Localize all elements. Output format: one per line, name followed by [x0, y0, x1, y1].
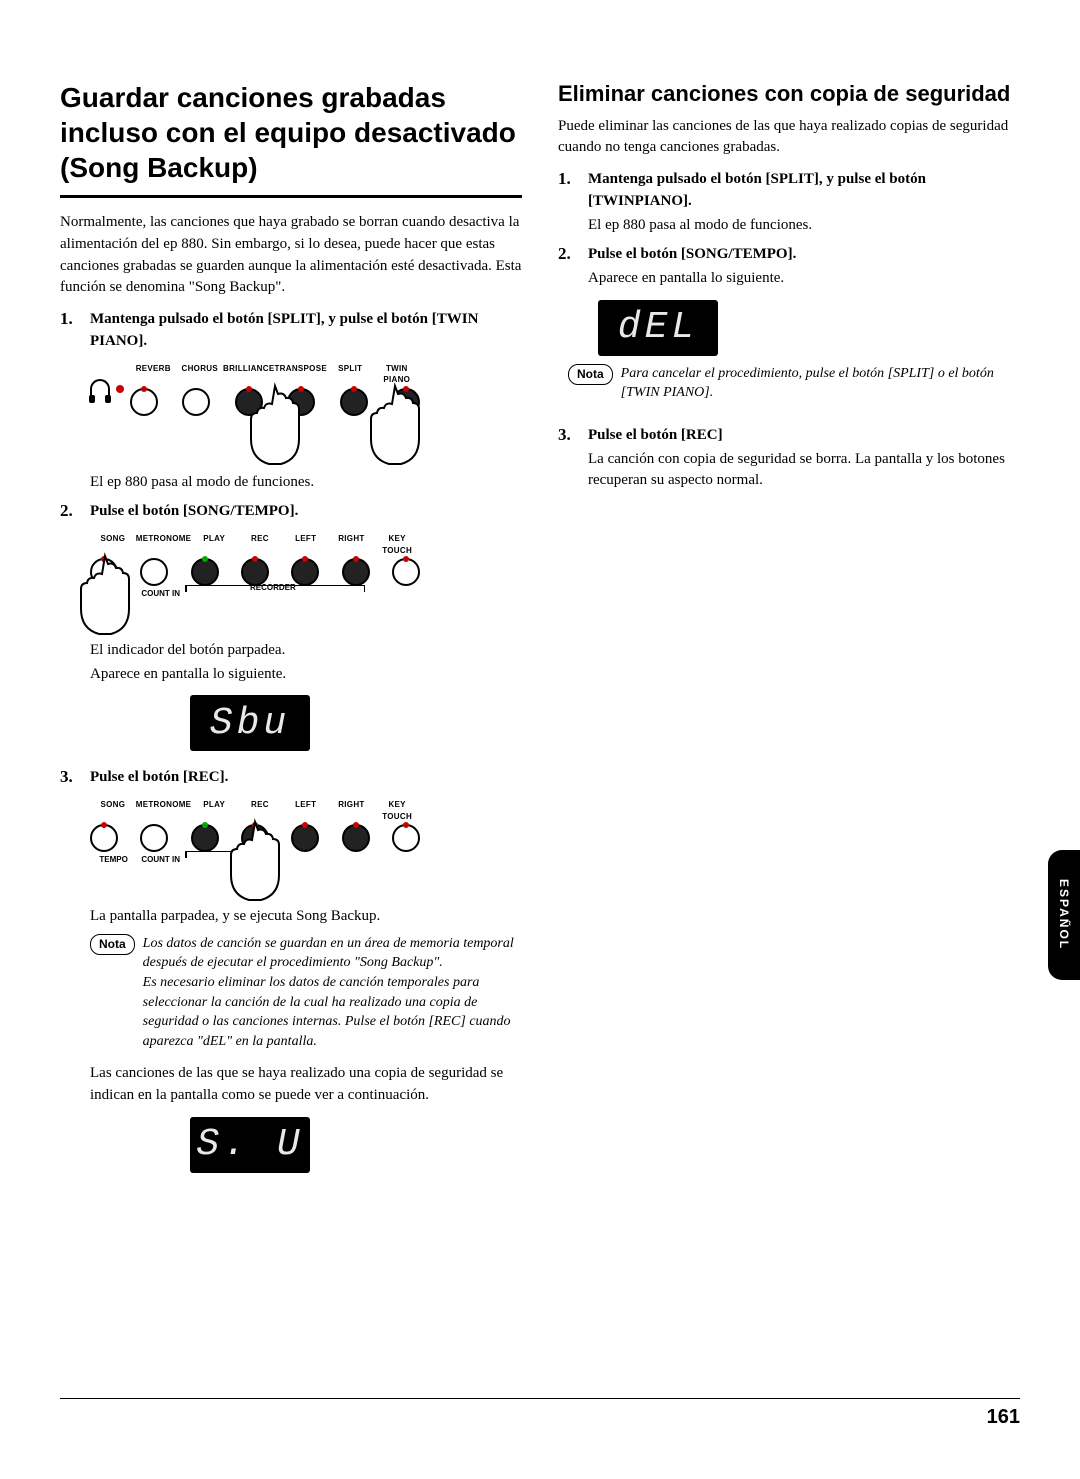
song-knob — [90, 824, 118, 852]
step-number: 2. — [558, 244, 578, 264]
step-3: 3. Pulse el botón [REC]. SONG METRONOME … — [60, 767, 522, 1180]
r-step2-result: Aparece en pantalla lo siguiente. — [588, 268, 1020, 290]
right-intro: Puede eliminar las canciones de las que … — [558, 116, 1020, 160]
step3-result: La pantalla parpadea, y se ejecuta Song … — [90, 906, 522, 928]
nota-badge: Nota — [90, 934, 135, 955]
re-label: RE — [245, 848, 256, 860]
after-nota-paragraph: Las canciones de las que se haya realiza… — [90, 1063, 522, 1107]
nota-text-1: Los datos de canción se guardan en un ár… — [143, 934, 522, 1052]
nota-badge: Nota — [568, 364, 613, 385]
step-1: 1. Mantenga pulsado el botón [SPLIT], y … — [60, 309, 522, 493]
left-column: Guardar canciones grabadas incluso con e… — [60, 80, 522, 1181]
headphone-icon — [90, 379, 124, 399]
lcd-display-su: S. U — [190, 1117, 310, 1173]
twin-piano-knob — [392, 388, 420, 416]
right-column: Eliminar canciones con copia de segurida… — [558, 80, 1020, 1181]
left-steps: 1. Mantenga pulsado el botón [SPLIT], y … — [60, 309, 522, 1181]
r-step3-result: La canción con copia de seguridad se bor… — [588, 449, 1020, 493]
panel3-top-labels: SONG METRONOME PLAY REC LEFT RIGHT KEY T… — [90, 799, 420, 822]
lcd-text: Sbu — [210, 696, 290, 751]
lcd-display-sbu: Sbu — [190, 695, 310, 751]
metronome-knob — [140, 558, 168, 586]
play-knob — [191, 558, 219, 586]
r-step1-result: El ep 880 pasa al modo de funciones. — [588, 215, 1020, 237]
main-title: Guardar canciones grabadas incluso con e… — [60, 80, 522, 198]
panel2-top-labels: SONG METRONOME PLAY REC LEFT RIGHT KEY T… — [90, 533, 420, 556]
step2-instruction: Pulse el botón [SONG/TEMPO]. — [90, 501, 522, 523]
right-title: Eliminar canciones con copia de segurida… — [558, 80, 1020, 108]
intro-paragraph: Normalmente, las canciones que haya grab… — [60, 212, 522, 299]
step-number: 3. — [558, 425, 578, 445]
right-steps: 1. Mantenga pulsado el botón [SPLIT], y … — [558, 169, 1020, 492]
reverb-knob — [130, 388, 158, 416]
keytouch-knob — [392, 824, 420, 852]
step-number: 3. — [60, 767, 80, 787]
panel-diagram-3: SONG METRONOME PLAY REC LEFT RIGHT KEY T… — [90, 799, 420, 866]
step-2: 2. Pulse el botón [SONG/TEMPO]. SONG MET… — [60, 501, 522, 759]
r-step3-instruction: Pulse el botón [REC] — [588, 425, 1020, 447]
step-number: 2. — [60, 501, 80, 521]
play-knob — [191, 824, 219, 852]
recorder-label: RECORDER — [250, 582, 296, 594]
step1-instruction: Mantenga pulsado el botón [SPLIT], y pul… — [90, 309, 522, 353]
split-knob — [340, 388, 368, 416]
footer-divider — [60, 1398, 1020, 1399]
nota-text-right: Para cancelar el procedimiento, pulse el… — [621, 364, 1020, 403]
right-knob — [342, 558, 370, 586]
panel1-top-labels: REVERB CHORUS BRILLIANCE TRANSPOSE SPLIT… — [130, 363, 420, 386]
metronome-knob — [140, 824, 168, 852]
step2-result-2: Aparece en pantalla lo siguiente. — [90, 664, 522, 686]
keytouch-knob — [392, 558, 420, 586]
chorus-knob — [182, 388, 210, 416]
step-number: 1. — [558, 169, 578, 189]
page-number: 161 — [987, 1406, 1020, 1429]
step-number: 1. — [60, 309, 80, 329]
panel-diagram-2: SONG METRONOME PLAY REC LEFT RIGHT KEY T… — [90, 533, 420, 600]
right-step-3: 3. Pulse el botón [REC] La canción con c… — [558, 425, 1020, 492]
right-step-2: 2. Pulse el botón [SONG/TEMPO]. Aparece … — [558, 244, 1020, 409]
right-knob — [342, 824, 370, 852]
song-knob — [90, 558, 118, 586]
lcd-text: dEL — [618, 300, 698, 355]
right-step-1: 1. Mantenga pulsado el botón [SPLIT], y … — [558, 169, 1020, 236]
step1-result: El ep 880 pasa al modo de funciones. — [90, 472, 522, 494]
transpose-knob — [287, 388, 315, 416]
panel-diagram-1: REVERB CHORUS BRILLIANCE TRANSPOSE SPLIT… — [90, 363, 420, 416]
language-tab: ESPAÑOL — [1048, 850, 1080, 980]
step3-instruction: Pulse el botón [REC]. — [90, 767, 522, 789]
ance-label: ance — [280, 418, 298, 430]
r-step2-instruction: Pulse el botón [SONG/TEMPO]. — [588, 244, 1020, 266]
brilliance-knob — [235, 388, 263, 416]
step2-result-1: El indicador del botón parpadea. — [90, 640, 522, 662]
r-step1-instruction: Mantenga pulsado el botón [SPLIT], y pul… — [588, 169, 1020, 213]
lcd-display-del: dEL — [598, 300, 718, 356]
left-knob — [291, 824, 319, 852]
lcd-text: S. U — [196, 1117, 303, 1172]
